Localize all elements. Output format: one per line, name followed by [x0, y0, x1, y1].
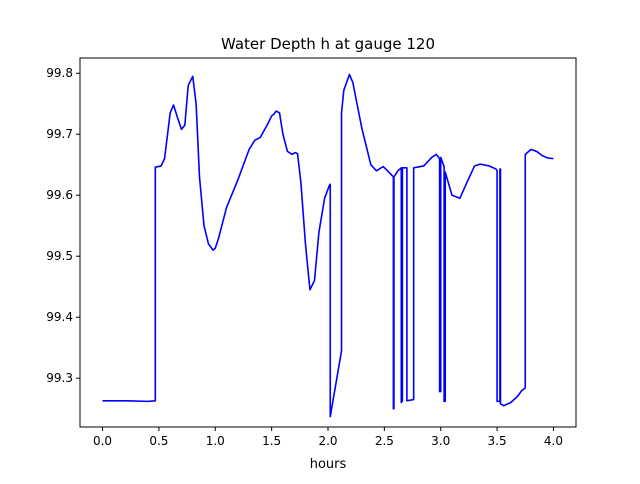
y-tick-label: 99.7	[46, 127, 73, 141]
plot-frame	[79, 57, 577, 428]
y-tick-label: 99.8	[46, 66, 73, 80]
x-tick-label: 4.0	[544, 434, 563, 448]
y-tick-label: 99.5	[46, 249, 73, 263]
series-layer	[102, 73, 554, 418]
ticks-layer: 0.0 0.5 1.0 1.5 2.0 2.5 3.0 3.5 4.0 99.3 99.4 99.5 9…	[46, 66, 563, 448]
x-tick-label: 0.0	[93, 434, 112, 448]
x-tick-label: 2.0	[318, 434, 337, 448]
chart-title: Water Depth h at gauge 120	[221, 35, 435, 53]
x-axis-label: hours	[310, 457, 347, 472]
x-tick-label: 2.5	[375, 434, 394, 448]
y-tick-label: 99.6	[46, 188, 73, 202]
y-tick-label: 99.3	[46, 371, 73, 385]
x-tick-label: 3.0	[431, 434, 450, 448]
x-tick-label: 1.5	[262, 434, 281, 448]
series-line-0	[102, 73, 554, 418]
x-tick-label: 3.5	[488, 434, 507, 448]
y-tick-label: 99.4	[46, 310, 73, 324]
x-tick-label: 1.0	[206, 434, 225, 448]
x-tick-label: 0.5	[149, 434, 168, 448]
